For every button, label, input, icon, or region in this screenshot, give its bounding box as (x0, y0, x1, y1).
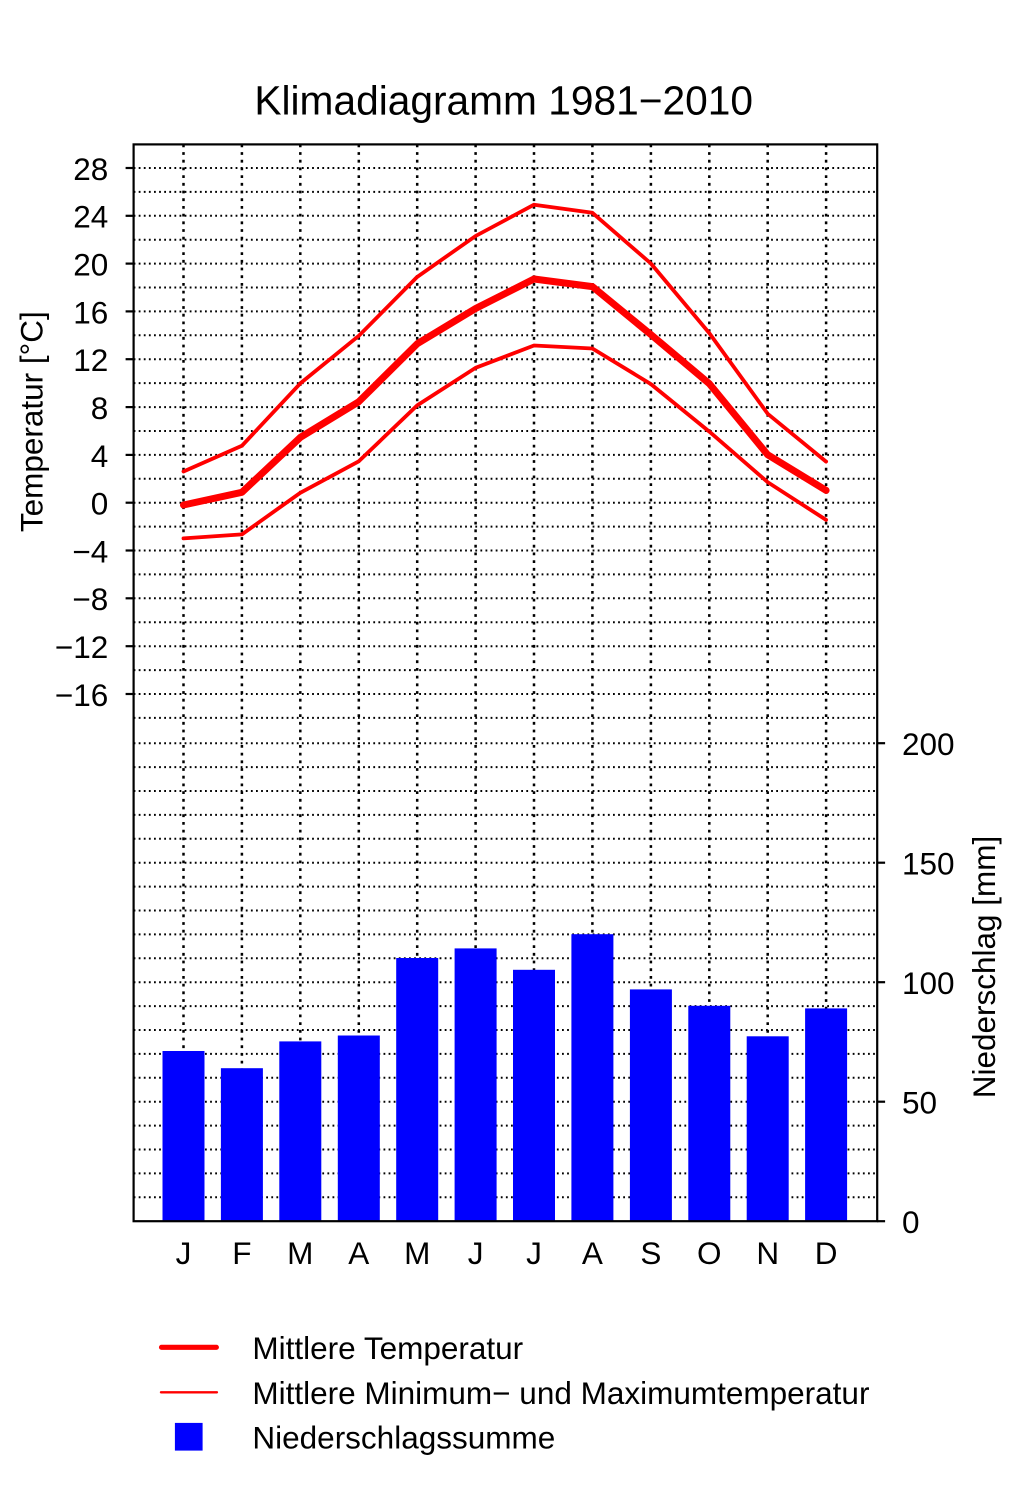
svg-text:M: M (287, 1235, 313, 1271)
svg-text:Mittlere Minimum− und Maximumt: Mittlere Minimum− und Maximumtemperatur (252, 1375, 869, 1411)
svg-text:4: 4 (91, 438, 109, 474)
svg-text:A: A (348, 1235, 369, 1271)
svg-text:12: 12 (73, 342, 108, 378)
svg-text:0: 0 (902, 1204, 920, 1240)
svg-text:Niederschlag [mm]: Niederschlag [mm] (966, 836, 1002, 1099)
svg-text:J: J (468, 1235, 484, 1271)
svg-text:8: 8 (91, 390, 109, 426)
svg-text:D: D (815, 1235, 838, 1271)
svg-text:24: 24 (73, 199, 108, 235)
svg-text:28: 28 (73, 151, 108, 187)
svg-text:−4: −4 (72, 533, 108, 569)
svg-text:−12: −12 (55, 629, 108, 665)
svg-text:J: J (176, 1235, 192, 1271)
svg-text:Temperatur [°C]: Temperatur [°C] (14, 311, 50, 532)
svg-text:50: 50 (902, 1085, 937, 1121)
svg-text:200: 200 (902, 726, 955, 762)
svg-text:150: 150 (902, 846, 955, 882)
svg-text:20: 20 (73, 247, 108, 283)
svg-text:M: M (404, 1235, 430, 1271)
svg-text:A: A (582, 1235, 603, 1271)
svg-text:J: J (526, 1235, 542, 1271)
svg-text:S: S (640, 1235, 661, 1271)
svg-text:F: F (232, 1235, 251, 1271)
svg-text:Niederschlagssumme: Niederschlagssumme (252, 1420, 555, 1456)
svg-text:−8: −8 (72, 581, 108, 617)
svg-text:−16: −16 (55, 677, 108, 713)
svg-text:Mittlere Temperatur: Mittlere Temperatur (252, 1330, 523, 1366)
svg-text:Klimadiagramm 1981−2010: Klimadiagramm 1981−2010 (254, 78, 753, 124)
svg-text:O: O (697, 1235, 722, 1271)
svg-text:0: 0 (91, 486, 109, 522)
svg-text:100: 100 (902, 965, 955, 1001)
svg-text:16: 16 (73, 294, 108, 330)
svg-text:N: N (756, 1235, 779, 1271)
